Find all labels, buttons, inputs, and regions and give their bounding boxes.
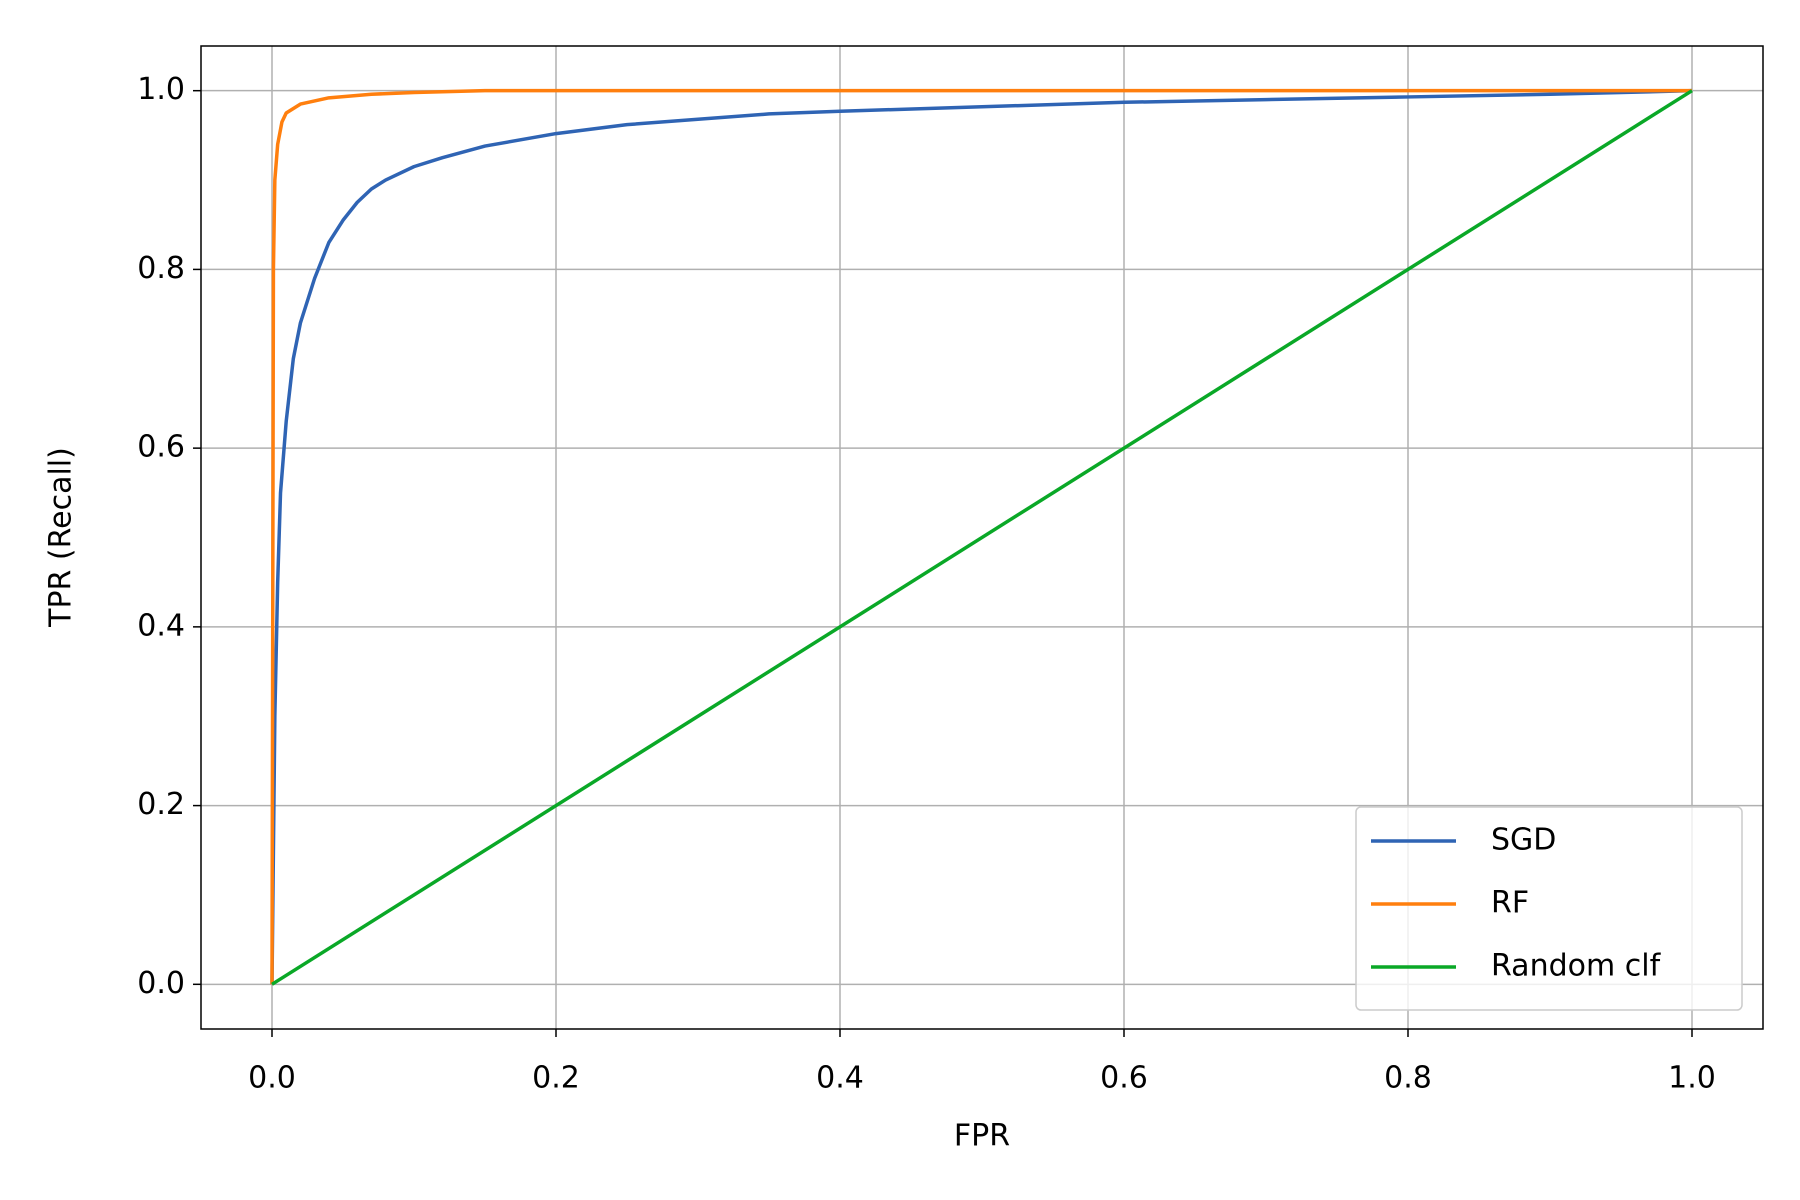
x-axis-label: FPR	[954, 1119, 1010, 1154]
legend-label: Random clf	[1491, 949, 1662, 984]
legend-box	[1355, 806, 1743, 1011]
y-tick-label: 0.2	[137, 787, 185, 822]
legend: SGD RF Random clf	[1355, 806, 1743, 1011]
series-line	[270, 88, 1693, 985]
y-tick-label: 0.6	[137, 430, 185, 465]
x-tick-label: 0.0	[248, 1061, 296, 1096]
plot-frame	[200, 45, 1764, 1030]
y-tick-label: 0.8	[137, 251, 185, 286]
y-axis-label: TPR (Recall)	[44, 447, 79, 628]
series-line	[271, 89, 1693, 986]
series-line	[270, 88, 1692, 985]
y-tick-label: 1.0	[137, 72, 185, 107]
x-tick-label: 0.8	[1384, 1061, 1432, 1096]
x-tick-label: 0.2	[532, 1061, 580, 1096]
x-tick-label: 0.6	[1100, 1061, 1148, 1096]
legend-label: RF	[1491, 886, 1529, 921]
y-tick-label: 0.4	[137, 608, 185, 643]
x-tick-label: 0.4	[816, 1061, 864, 1096]
x-tick-label: 1.0	[1668, 1061, 1716, 1096]
legend-label: SGD	[1491, 823, 1556, 858]
y-tick-label: 0.0	[137, 966, 185, 1001]
